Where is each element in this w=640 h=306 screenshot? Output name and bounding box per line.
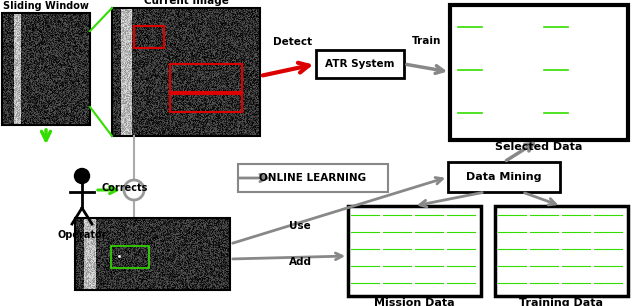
Bar (382, 225, 412, 240)
Text: Add: Add (289, 257, 312, 267)
Bar (170, 64, 242, 92)
Bar (529, 242, 559, 257)
Bar (111, 246, 149, 268)
Text: ONLINE LEARNING: ONLINE LEARNING (259, 173, 367, 183)
Text: Corrects: Corrects (102, 183, 148, 193)
Bar (497, 225, 527, 240)
Bar (316, 50, 404, 78)
Bar (497, 276, 527, 291)
Bar (350, 225, 380, 240)
Text: Mission Data: Mission Data (374, 298, 454, 306)
Text: Training Data: Training Data (519, 298, 603, 306)
Bar (561, 259, 591, 274)
Bar (541, 10, 622, 48)
Bar (414, 242, 444, 257)
Bar (348, 206, 481, 296)
Bar (497, 259, 527, 274)
Bar (495, 206, 628, 296)
Bar (561, 208, 591, 223)
Bar (446, 208, 476, 223)
Bar (382, 259, 412, 274)
Bar (561, 242, 591, 257)
Bar (450, 5, 628, 140)
Bar (414, 259, 444, 274)
Bar (134, 26, 164, 48)
Bar (561, 225, 591, 240)
Bar (529, 276, 559, 291)
Bar (382, 276, 412, 291)
Bar (593, 276, 623, 291)
Bar (455, 96, 536, 134)
Text: Selected Data: Selected Data (495, 142, 582, 152)
Bar (2, 13, 90, 125)
Bar (529, 259, 559, 274)
Bar (446, 276, 476, 291)
Bar (170, 94, 242, 112)
Bar (541, 53, 622, 91)
Bar (593, 208, 623, 223)
Bar (382, 208, 412, 223)
Text: Train: Train (412, 36, 442, 46)
Bar (448, 162, 560, 192)
Bar (414, 276, 444, 291)
Bar (75, 218, 230, 290)
Bar (497, 242, 527, 257)
Bar (350, 242, 380, 257)
Text: Detect: Detect (273, 37, 312, 47)
Bar (382, 242, 412, 257)
Bar (446, 259, 476, 274)
Text: Operator: Operator (57, 230, 107, 240)
Circle shape (74, 169, 90, 184)
Text: Data Mining: Data Mining (467, 172, 541, 182)
Text: Current Image: Current Image (143, 0, 228, 6)
Bar (561, 276, 591, 291)
Bar (238, 164, 388, 192)
Bar (350, 208, 380, 223)
Bar (414, 208, 444, 223)
Bar (455, 53, 536, 91)
Bar (541, 96, 622, 134)
Text: ATR System: ATR System (325, 59, 395, 69)
Bar (350, 276, 380, 291)
Bar (529, 208, 559, 223)
Bar (350, 259, 380, 274)
Bar (529, 225, 559, 240)
Bar (455, 10, 536, 48)
Bar (593, 242, 623, 257)
Bar (593, 225, 623, 240)
Bar (446, 242, 476, 257)
Text: Sliding Window: Sliding Window (3, 1, 89, 11)
Bar (414, 225, 444, 240)
Bar (446, 225, 476, 240)
Bar (112, 8, 260, 136)
Bar (593, 259, 623, 274)
Text: Use: Use (289, 221, 311, 231)
Bar (497, 208, 527, 223)
